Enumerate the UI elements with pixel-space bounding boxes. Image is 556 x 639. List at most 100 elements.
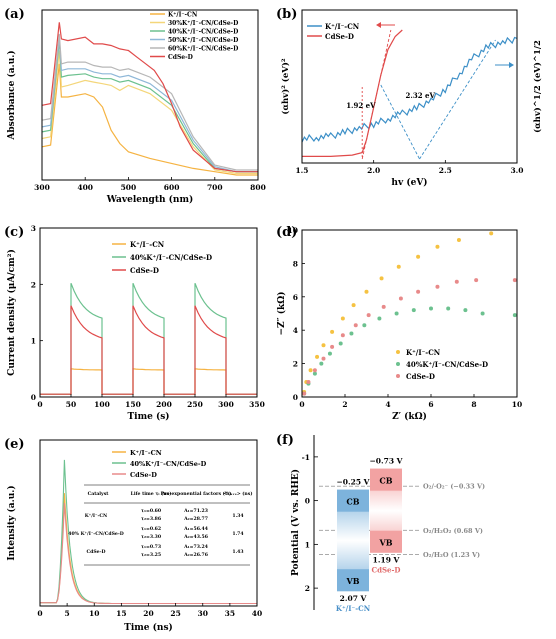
eis-point (330, 344, 335, 349)
conduction-band (337, 489, 369, 512)
panel-f-y-tick-label: 1 (305, 540, 310, 549)
legend-entry: 50%K⁺/I⁻-CN/CdSe-D (168, 37, 238, 44)
panel-e-x-tick-label: 10 (89, 609, 99, 618)
panel-d-y-tick-label: 8 (293, 259, 298, 268)
uv-series-line (41, 63, 258, 176)
table-cell: 40% K⁺/I⁻-CN/CdSe-D (68, 531, 123, 537)
legend-entry: 40%K⁺/I⁻-CN/CdSe-D (130, 253, 212, 262)
y-axis-label: Intensity (a.u.) (6, 485, 17, 560)
panel-c-x-tick-label: 0 (37, 400, 42, 409)
eis-point (362, 323, 367, 328)
panel-e-x-tick-label: 15 (116, 609, 126, 618)
panel-a-x-tick-label: 600 (164, 183, 180, 192)
eis-point (353, 323, 358, 328)
panel-d-y-tick-label: 10 (288, 226, 298, 235)
legend-entry: K⁺/I⁻-CN (130, 240, 165, 249)
table-cell: A₂=28.77 (183, 516, 208, 522)
eis-point (330, 329, 335, 334)
panel-label: (a) (4, 7, 25, 22)
panel-b-frame (301, 9, 518, 164)
table-cell: A₂=26.76 (183, 552, 208, 558)
eis-point (377, 316, 382, 321)
panel-d-y-tick-label: 0 (293, 393, 298, 402)
left-axis-arrowhead (376, 22, 381, 28)
tauc-series-line (302, 29, 403, 157)
panel-b-x-tick-label: 2.5 (439, 166, 452, 175)
panel-e-x-tick-label: 0 (37, 609, 42, 618)
eis-point (474, 278, 479, 283)
table-cell: A₁=56.44 (183, 526, 209, 532)
cb-label: CB (379, 476, 392, 486)
eis-point (312, 368, 317, 373)
eis-point (489, 231, 494, 236)
panel-c-x-tick-label: 50 (66, 400, 76, 409)
x-axis-label: Time (s) (127, 411, 169, 422)
panel-c-frame (39, 227, 258, 398)
eis-point (349, 331, 354, 336)
photocurrent-series-line (40, 305, 257, 395)
eis-point (381, 304, 386, 309)
cb-potential: −0.25 V (337, 478, 370, 487)
legend-entry: CdSe-D (130, 471, 157, 479)
legend-entry: CdSe-D (325, 32, 354, 41)
panel-c-x-tick-label: 150 (125, 400, 141, 409)
table-cell: 1.74 (232, 531, 244, 537)
table-cell: A₂=43.56 (183, 534, 208, 540)
y-axis-label: Current density (μA/cm²) (6, 249, 17, 376)
material-label: K⁺/I⁻-CN (336, 604, 371, 613)
right-y-axis-label: (αhv)^1/2 (eV)^1/2 (532, 40, 543, 133)
eis-point (340, 333, 345, 338)
panel-c-x-tick-label: 250 (187, 400, 203, 409)
panel-label: (c) (4, 225, 24, 240)
uv-series-line (41, 40, 258, 173)
eis-point (327, 351, 332, 356)
eis-point (302, 391, 307, 396)
cn-guide-line (380, 84, 420, 160)
panel-d-x-tick-label: 4 (385, 400, 390, 409)
eis-point (319, 361, 324, 366)
panel-c-x-tick-label: 100 (94, 400, 110, 409)
eis-point (411, 308, 416, 313)
panel-d-x-tick-label: 10 (512, 400, 522, 409)
eis-point (398, 296, 403, 301)
material-label: CdSe-D (372, 566, 401, 575)
eis-point (429, 306, 433, 311)
panel-label: (e) (4, 437, 25, 452)
panel-f-y-tick-label: 0 (305, 497, 310, 506)
table-header: <τₐᵥₑ> (ns) (223, 490, 252, 497)
y-axis-label: −Z″ (kΩ) (276, 291, 287, 335)
table-cell: 1.43 (232, 549, 243, 555)
eis-point (480, 311, 485, 316)
panel-label: (f) (276, 433, 294, 448)
panel-c-y-tick-label: 2 (31, 280, 36, 289)
eis-point (394, 311, 399, 316)
valence-band (337, 569, 369, 592)
panel-c-x-tick-label: 200 (156, 400, 172, 409)
legend-entry: CdSe-D (168, 54, 193, 61)
legend-entry: 40%K⁺/I⁻-CN/CdSe-D (168, 29, 238, 36)
eis-point (366, 313, 371, 318)
uv-series-line (41, 37, 258, 173)
eis-point (454, 279, 459, 284)
table-cell: 1.34 (232, 513, 244, 519)
legend-entry: 40%K⁺/I⁻-CN/CdSe-D (130, 460, 207, 468)
panel-a-frame (41, 9, 259, 181)
eis-point (463, 308, 468, 313)
y-axis-label: Absorbance (a.u.) (6, 50, 17, 140)
eis-point (351, 303, 356, 308)
right-axis-arrowhead (509, 62, 514, 68)
panel-d-frame (301, 229, 518, 398)
table-cell: τ₂=3.86 (141, 516, 161, 522)
eis-point (416, 254, 421, 259)
vb-potential: 1.19 V (373, 556, 400, 565)
table-header: Pre-exponential factors (%) (161, 490, 232, 497)
eis-point (435, 244, 440, 249)
cn-extrapolation-line (419, 39, 496, 160)
legend-marker (396, 362, 400, 366)
panel-a-x-tick-label: 700 (207, 183, 223, 192)
panel-d-x-tick-label: 0 (299, 400, 304, 409)
panel-d-x-tick-label: 8 (471, 400, 476, 409)
eis-point (364, 289, 369, 294)
photocurrent-series-line (40, 368, 257, 395)
redox-label: O₂/H₂O (1.23 V) (423, 551, 480, 559)
